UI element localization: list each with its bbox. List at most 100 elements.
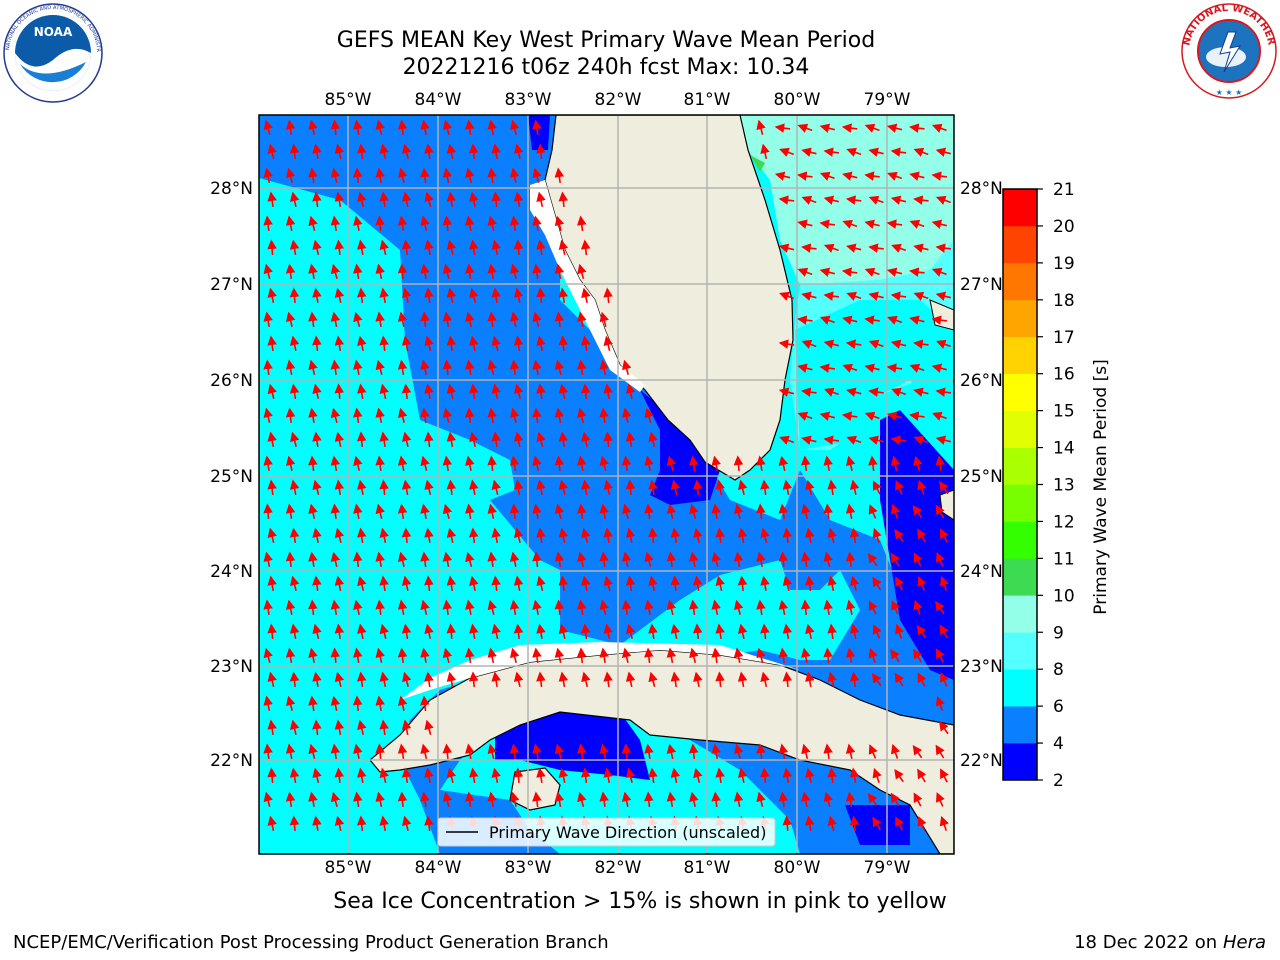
lat-labels-left: 28°N 27°N 26°N 25°N 24°N 23°N 22°N bbox=[210, 179, 253, 771]
wave-direction-arrow bbox=[782, 671, 793, 688]
wave-direction-arrow bbox=[823, 291, 840, 301]
wave-direction-arrow bbox=[581, 575, 591, 592]
wave-direction-arrow bbox=[442, 647, 453, 663]
wave-direction-arrow bbox=[397, 167, 408, 184]
wave-direction-arrow bbox=[446, 527, 457, 544]
wave-direction-arrow bbox=[823, 243, 839, 253]
wave-direction-arrow bbox=[711, 743, 721, 760]
lon-label: 85°W bbox=[325, 858, 372, 878]
wave-direction-arrow bbox=[491, 239, 501, 256]
wave-direction-arrow bbox=[330, 695, 341, 712]
colorbar-tick-label: 9 bbox=[1053, 623, 1064, 643]
wave-direction-arrow bbox=[285, 791, 296, 808]
wave-direction-arrow bbox=[267, 719, 277, 736]
wave-direction-arrow bbox=[375, 263, 385, 280]
wave-direction-arrow bbox=[603, 527, 613, 544]
wave-direction-arrow bbox=[805, 671, 815, 688]
wave-direction-arrow bbox=[285, 215, 296, 232]
wave-direction-arrow bbox=[267, 431, 277, 448]
wave-direction-arrow bbox=[379, 431, 389, 448]
wave-direction-arrow bbox=[487, 743, 497, 759]
wave-direction-arrow bbox=[532, 551, 542, 568]
wave-direction-arrow bbox=[715, 671, 725, 688]
wave-direction-arrow bbox=[845, 195, 862, 205]
wave-direction-arrow bbox=[487, 167, 497, 184]
wave-direction-arrow bbox=[357, 335, 367, 352]
map-panel bbox=[259, 115, 954, 854]
wave-direction-arrow bbox=[823, 647, 833, 664]
wave-direction-arrow bbox=[357, 239, 367, 256]
wave-direction-arrow bbox=[801, 195, 817, 205]
wave-direction-arrow bbox=[779, 435, 795, 445]
wave-direction-arrow bbox=[577, 551, 587, 568]
wave-direction-arrow bbox=[688, 743, 699, 760]
wave-direction-arrow bbox=[401, 527, 412, 544]
wave-direction-arrow bbox=[581, 335, 591, 352]
wave-direction-arrow bbox=[509, 599, 520, 616]
wave-direction-arrow bbox=[558, 527, 569, 544]
wave-direction-arrow bbox=[285, 311, 296, 327]
wave-direction-arrow bbox=[931, 123, 947, 133]
wave-direction-arrow bbox=[442, 263, 453, 280]
wave-direction-arrow bbox=[491, 191, 501, 208]
wave-direction-arrow bbox=[536, 143, 546, 160]
wave-direction-arrow bbox=[935, 744, 945, 759]
colorbar-swatch bbox=[1003, 447, 1037, 485]
wave-direction-arrow bbox=[375, 119, 385, 136]
wave-direction-arrow bbox=[263, 647, 273, 663]
wave-direction-arrow bbox=[913, 339, 929, 349]
wave-direction-arrow bbox=[935, 243, 952, 253]
wave-direction-arrow bbox=[334, 287, 345, 304]
wave-direction-arrow bbox=[599, 647, 609, 664]
wave-direction-arrow bbox=[285, 359, 296, 376]
wave-direction-arrow bbox=[424, 767, 434, 784]
wave-direction-arrow bbox=[603, 671, 613, 688]
wave-direction-arrow bbox=[420, 263, 430, 280]
wave-direction-arrow bbox=[715, 575, 725, 592]
wave-direction-arrow bbox=[356, 527, 367, 544]
wave-direction-arrow bbox=[823, 435, 840, 445]
wave-direction-arrow bbox=[648, 767, 658, 784]
wave-direction-arrow bbox=[939, 575, 949, 591]
wave-direction-arrow bbox=[532, 119, 542, 136]
wave-direction-arrow bbox=[312, 479, 322, 495]
wave-direction-arrow bbox=[289, 239, 300, 256]
wave-direction-arrow bbox=[666, 599, 677, 615]
wave-direction-arrow bbox=[939, 815, 949, 831]
footer-host: Hera bbox=[1222, 932, 1266, 953]
colorbar-swatch bbox=[1003, 373, 1037, 411]
wave-direction-arrow bbox=[446, 671, 457, 688]
wave-direction-arrow bbox=[513, 479, 524, 496]
land-florida-margin bbox=[530, 180, 645, 392]
lon-label: 85°W bbox=[325, 90, 372, 110]
colorbar-tick-label: 13 bbox=[1053, 476, 1075, 496]
wave-direction-arrow bbox=[532, 599, 542, 616]
wave-direction-arrow bbox=[576, 359, 587, 376]
wave-direction-arrow bbox=[887, 171, 903, 181]
colorbar-swatch bbox=[1003, 521, 1037, 559]
wave-direction-arrow bbox=[442, 743, 453, 760]
wave-direction-arrow bbox=[827, 575, 837, 592]
wave-direction-arrow bbox=[868, 455, 878, 472]
wave-direction-arrow bbox=[401, 575, 412, 592]
wave-direction-arrow bbox=[357, 191, 367, 207]
wave-direction-arrow bbox=[827, 623, 837, 640]
wave-direction-arrow bbox=[465, 551, 475, 567]
wave-direction-arrow bbox=[289, 287, 300, 304]
wave-period-fill-2-4-cuba bbox=[495, 712, 650, 780]
wave-direction-arrow bbox=[397, 791, 408, 808]
wave-direction-arrow bbox=[872, 767, 882, 783]
wave-direction-arrow bbox=[797, 411, 813, 421]
wave-direction-arrow bbox=[465, 311, 475, 328]
wave-direction-arrow bbox=[263, 695, 273, 712]
wave-direction-arrow bbox=[917, 816, 927, 831]
wave-direction-arrow bbox=[397, 215, 408, 232]
wave-direction-arrow bbox=[890, 743, 901, 759]
wave-direction-arrow bbox=[375, 599, 385, 616]
wave-direction-arrow bbox=[446, 239, 457, 255]
wave-direction-arrow bbox=[940, 528, 949, 543]
wave-direction-arrow bbox=[401, 383, 412, 400]
wave-direction-arrow bbox=[804, 575, 815, 592]
wave-direction-arrow bbox=[554, 599, 565, 616]
wave-direction-arrow bbox=[308, 551, 318, 568]
